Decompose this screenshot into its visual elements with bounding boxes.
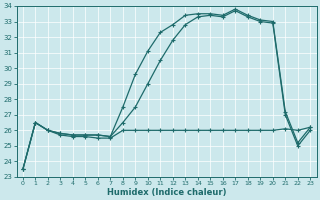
X-axis label: Humidex (Indice chaleur): Humidex (Indice chaleur) [107,188,226,197]
